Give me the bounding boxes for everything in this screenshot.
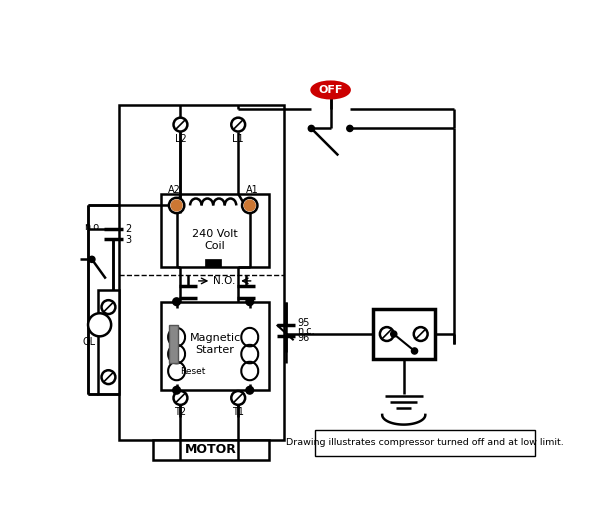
Bar [161, 194, 269, 267]
Text: 96: 96 [298, 333, 310, 343]
Circle shape [169, 198, 184, 213]
Circle shape [101, 300, 115, 314]
Text: n.c.: n.c. [298, 326, 315, 336]
Text: Reset: Reset [181, 367, 206, 376]
Circle shape [391, 331, 397, 337]
Bar [205, 259, 221, 267]
Text: OL: OL [83, 337, 96, 347]
Circle shape [308, 125, 314, 132]
Circle shape [347, 125, 353, 132]
Text: T1: T1 [232, 407, 244, 417]
Circle shape [380, 327, 394, 341]
Circle shape [101, 370, 115, 384]
Circle shape [244, 200, 255, 211]
Bar [373, 309, 434, 360]
Circle shape [173, 298, 181, 306]
Text: L1: L1 [232, 134, 244, 144]
Bar [169, 325, 178, 363]
Text: A2: A2 [168, 185, 181, 195]
Bar [119, 106, 284, 440]
Circle shape [171, 200, 182, 211]
Circle shape [231, 391, 245, 405]
Text: 3: 3 [125, 235, 131, 245]
Bar [154, 440, 269, 459]
Circle shape [173, 391, 187, 405]
Bar [315, 430, 535, 456]
Circle shape [246, 386, 254, 394]
Circle shape [242, 198, 257, 213]
Text: L2: L2 [175, 134, 187, 144]
Circle shape [173, 386, 181, 394]
Text: 95: 95 [298, 318, 310, 328]
Text: N.O.: N.O. [213, 276, 236, 286]
Circle shape [412, 348, 418, 354]
Text: MOTOR: MOTOR [185, 444, 237, 456]
Circle shape [414, 327, 428, 341]
Circle shape [89, 256, 95, 262]
Circle shape [246, 298, 254, 306]
Text: OFF: OFF [319, 85, 343, 95]
Text: A1: A1 [245, 185, 259, 195]
Ellipse shape [311, 81, 350, 98]
Text: Drawing illustrates compressor turned off and at low limit.: Drawing illustrates compressor turned of… [286, 438, 564, 447]
Text: 2: 2 [125, 224, 131, 234]
Text: 240 Volt
Coil: 240 Volt Coil [192, 229, 238, 251]
Bar [161, 302, 269, 390]
Circle shape [88, 313, 111, 337]
Bar [98, 290, 119, 394]
Circle shape [231, 118, 245, 132]
Text: T2: T2 [175, 407, 187, 417]
Text: n.o.: n.o. [84, 222, 102, 232]
Circle shape [173, 118, 187, 132]
Text: Magnetic
Starter: Magnetic Starter [190, 333, 241, 355]
